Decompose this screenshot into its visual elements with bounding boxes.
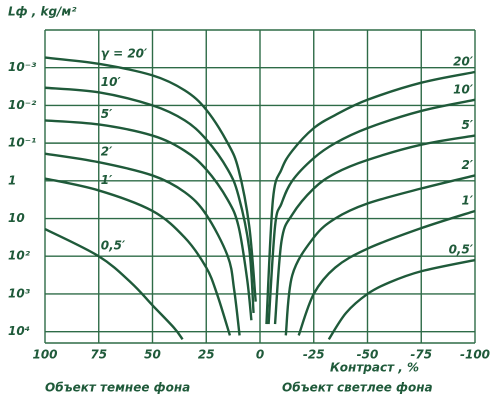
y-tick-label: 10⁴	[8, 324, 30, 338]
y-tick-label: 1	[8, 173, 16, 187]
x-axis-label: Контраст , %	[330, 361, 419, 375]
curve-label: 0,5′	[101, 239, 126, 253]
curve-label: 5′	[461, 118, 473, 132]
y-tick-label: 10⁻²	[8, 98, 37, 112]
y-axis-label: Lф , kg/м²	[8, 5, 77, 19]
curve-label: 10′	[101, 75, 122, 89]
y-tick-label: 10⁻³	[8, 60, 37, 74]
x-tick-label: -100	[460, 348, 490, 362]
curve	[44, 152, 241, 336]
curve-label: 5′	[101, 107, 113, 121]
curve-label: 2′	[101, 145, 113, 159]
curve-label: 20′	[453, 55, 474, 69]
curve	[267, 98, 476, 325]
x-tick-label: 100	[32, 348, 57, 362]
curve-label: 2′	[461, 158, 473, 172]
x-tick-label: 0	[256, 348, 264, 362]
curve-label: 1′	[461, 193, 473, 207]
curve	[44, 177, 232, 336]
curve	[44, 56, 257, 302]
curve	[265, 70, 476, 325]
curve-label: 10′	[453, 82, 474, 96]
annotation: Объект темнее фона	[45, 381, 190, 395]
x-tick-label: 75	[90, 348, 107, 362]
curve-label: γ = 20′	[101, 46, 148, 60]
y-tick-label: 10³	[8, 286, 31, 300]
x-tick-label: 50	[144, 348, 161, 362]
y-tick-label: 10⁻¹	[8, 136, 36, 150]
y-tick-label: 10²	[8, 249, 31, 263]
x-tick-label: -50	[357, 348, 379, 362]
x-tick-label: -25	[303, 348, 325, 362]
x-tick-label: 25	[198, 348, 215, 362]
annotation: Объект светлее фона	[282, 381, 433, 395]
x-tick-label: -75	[410, 348, 432, 362]
curve	[44, 227, 184, 341]
curve-label: 1′	[101, 173, 113, 187]
curve	[327, 258, 476, 341]
y-tick-label: 10	[8, 211, 25, 225]
curve	[44, 119, 253, 321]
curve-label: 0,5′	[449, 243, 474, 257]
curve	[273, 134, 476, 325]
curve	[284, 174, 476, 336]
curve	[44, 86, 255, 314]
curve	[297, 209, 476, 336]
